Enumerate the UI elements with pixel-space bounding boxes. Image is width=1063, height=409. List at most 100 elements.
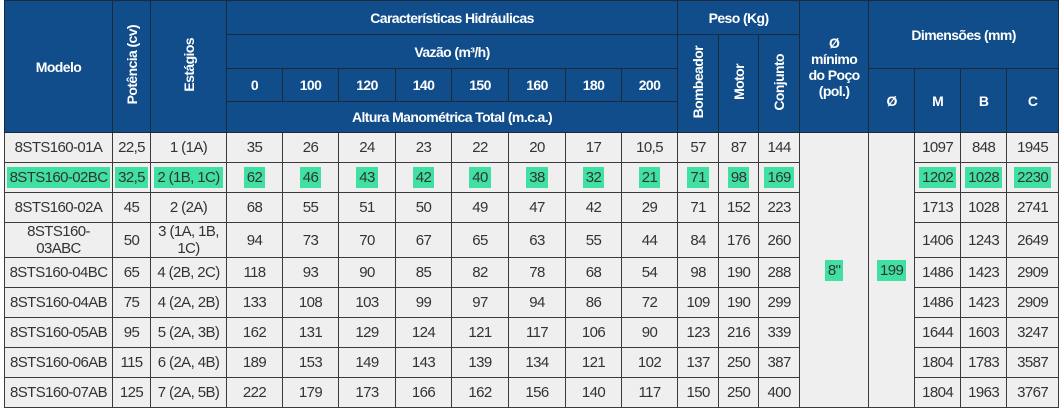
altura-cell: 102 [620, 347, 679, 378]
table-row: 8STS160-06AB 115 6 (2A, 4B) 189 153 149 143 139… [4, 347, 1060, 378]
estagios-cell-value: 2 (1B, 1C) [154, 167, 223, 188]
altura-cell-value: 143 [411, 354, 436, 371]
altura-cell-value: 21 [638, 167, 661, 188]
altura-cell: 121 [565, 347, 622, 378]
altura-cell-value: 42 [412, 167, 435, 188]
header-peso: Peso (Kg) [677, 0, 801, 35]
motor-cell-value: 216 [726, 324, 751, 341]
dim-b-cell-value: 1423 [968, 264, 1000, 281]
dim-b-cell: 848 [960, 132, 1008, 163]
estagios-cell: 4 (2B, 2C) [150, 257, 227, 288]
altura-cell: 23 [395, 132, 452, 163]
dim-m-cell: 1804 [914, 347, 962, 378]
altura-cell-value: 40 [469, 167, 491, 188]
altura-cell: 93 [282, 257, 339, 288]
bombeador-cell-value: 150 [686, 384, 710, 401]
table-row: 8STS160-04BC 65 4 (2B, 2C) 118 93 90 85 82 78 68 5… [4, 257, 1060, 288]
header-altura: Altura Manométrica Total (m.c.a.) [225, 101, 679, 133]
altura-cell-value: 90 [359, 264, 375, 281]
altura-cell-value: 131 [298, 324, 323, 341]
conjunto-cell-value: 339 [767, 324, 791, 341]
altura-cell: 133 [226, 287, 283, 318]
dim-c-cell: 3247 [1006, 317, 1060, 348]
altura-cell-value: 121 [468, 324, 492, 341]
dim-m-cell: 1406 [914, 222, 962, 258]
header-potencia: Potência (cv) [112, 0, 151, 133]
modelo-cell-value: 8STS160-02BC [6, 167, 111, 188]
altura-cell-value: 63 [529, 231, 545, 249]
conjunto-cell-value: 387 [767, 354, 791, 371]
dim-m-cell-value: 1804 [922, 354, 954, 371]
header-vazao: Vazão (m³/h) [225, 34, 679, 69]
estagios-cell-value: 5 (2A, 3B) [157, 324, 220, 341]
motor-cell-value: 98 [727, 167, 750, 188]
altura-cell-value: 17 [585, 139, 602, 156]
altura-cell-value: 26 [302, 139, 319, 156]
potencia-cell: 22,5 [112, 132, 151, 163]
altura-cell: 62 [226, 162, 283, 193]
bombeador-cell: 123 [677, 317, 720, 348]
modelo-cell-value: 8STS160-05AB [9, 324, 108, 341]
altura-cell-value: 117 [638, 384, 661, 401]
dim-c-cell: 2909 [1006, 257, 1060, 288]
altura-cell: 124 [395, 317, 452, 348]
dim-m-cell: 1486 [914, 287, 962, 318]
bombeador-cell-value: 84 [690, 231, 706, 249]
bombeador-cell-value: 123 [686, 324, 710, 341]
altura-cell-value: 162 [468, 384, 492, 401]
altura-cell-value: 82 [472, 264, 488, 281]
altura-cell-value: 68 [246, 199, 263, 216]
altura-cell: 162 [451, 377, 509, 408]
estagios-cell: 7 (2A, 5B) [150, 377, 227, 408]
dim-b-cell: 1423 [960, 287, 1008, 318]
dim-c-cell-value: 2909 [1017, 264, 1049, 281]
bombeador-cell: 98 [677, 257, 720, 288]
motor-cell: 250 [718, 377, 760, 408]
modelo-cell: 8STS160-02A [4, 192, 113, 223]
potencia-cell-value: 32,5 [115, 167, 148, 188]
diametro-cell-value: 199 [876, 259, 907, 281]
dim-m-cell: 1202 [914, 162, 962, 193]
modelo-cell: 8STS160-07AB [4, 377, 113, 408]
header-flow-150: 150 [451, 68, 509, 102]
table-row: 8STS160-02A 45 2 (2A) 68 55 51 50 49 47 42 29 71 152… [4, 192, 1060, 223]
altura-cell-value: 139 [468, 354, 492, 371]
altura-cell-value: 102 [637, 354, 662, 371]
modelo-cell: 8STS160-03ABC [4, 222, 113, 258]
altura-cell: 117 [508, 317, 566, 348]
altura-cell-value: 156 [525, 384, 549, 401]
poco-min-cell-value: 8" [824, 259, 844, 281]
modelo-cell-value: 8STS160-07AB [9, 384, 108, 401]
modelo-cell-value: 8STS160-02A [14, 199, 103, 216]
header-flow-200: 200 [620, 68, 679, 102]
altura-cell: 78 [508, 257, 566, 288]
altura-cell: 32 [565, 162, 622, 193]
dim-c-cell-value: 1945 [1017, 139, 1049, 156]
altura-cell-value: 94 [246, 231, 263, 249]
altura-cell-value: 68 [585, 264, 602, 281]
motor-cell-value: 190 [726, 294, 751, 311]
altura-cell-value: 133 [242, 294, 267, 311]
altura-cell: 222 [226, 377, 283, 408]
altura-cell-value: 153 [298, 354, 323, 371]
header-motor-label: Motor [730, 64, 747, 100]
potencia-cell-value: 65 [123, 264, 140, 281]
altura-cell-value: 42 [585, 199, 602, 216]
dim-c-cell-value: 3247 [1017, 324, 1049, 341]
header-dim-c: C [1006, 68, 1060, 133]
altura-cell: 73 [282, 222, 339, 258]
dim-b-cell: 1028 [960, 192, 1008, 223]
altura-cell-value: 124 [411, 324, 436, 341]
altura-cell: 20 [508, 132, 566, 163]
dim-m-cell: 1486 [914, 257, 962, 288]
modelo-cell-value: 8STS160-01A [14, 139, 103, 156]
conjunto-cell-value: 400 [767, 384, 791, 401]
bombeador-cell-value: 71 [687, 167, 709, 188]
altura-cell-value: 73 [302, 231, 319, 249]
altura-cell: 44 [620, 222, 679, 258]
estagios-cell: 2 (1B, 1C) [150, 162, 227, 193]
altura-cell-value: 149 [355, 354, 379, 371]
estagios-cell-value: 4 (2A, 2B) [157, 294, 220, 311]
altura-cell: 51 [338, 192, 396, 223]
table-row: 8STS160-02BC 32,5 2 (1B, 1C) 62 46 43 42 40 38 32… [4, 162, 1060, 193]
